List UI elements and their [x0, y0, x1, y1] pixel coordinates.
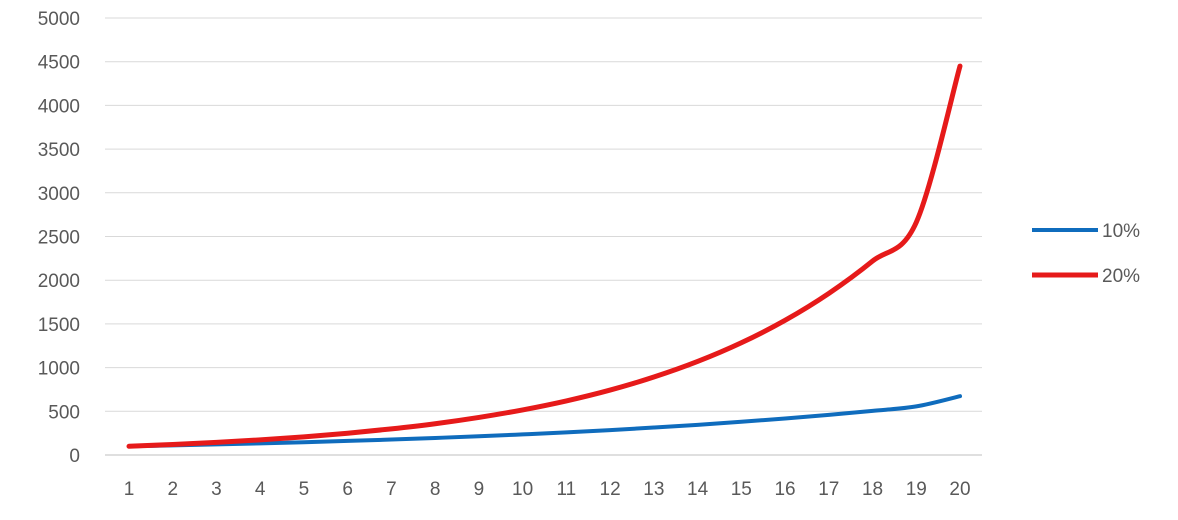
x-tick-label: 10 — [512, 479, 533, 500]
y-tick-label: 0 — [69, 446, 80, 467]
x-tick-label: 11 — [557, 479, 577, 500]
y-tick-label: 4000 — [38, 96, 80, 117]
x-tick-label: 18 — [862, 479, 883, 500]
series-line-10pct — [127, 394, 962, 449]
y-tick-label: 1500 — [38, 315, 80, 336]
y-tick-label: 2000 — [38, 271, 80, 292]
y-tick-label: 3500 — [38, 140, 80, 161]
x-tick-label: 17 — [818, 479, 839, 500]
series-line-20pct — [126, 63, 963, 449]
x-tick-label: 4 — [255, 479, 266, 500]
y-tick-label: 4500 — [38, 53, 80, 74]
x-tick-label: 16 — [774, 479, 795, 500]
x-tick-label: 12 — [600, 479, 621, 500]
x-tick-label: 1 — [124, 479, 135, 500]
y-tick-label: 500 — [48, 402, 80, 423]
y-axis-tick-labels: 0 500 1000 1500 2000 2500 3000 3500 4000 4500 5000 — [38, 9, 80, 467]
x-tick-label: 13 — [643, 479, 664, 500]
y-tick-label: 5000 — [38, 9, 80, 30]
x-tick-label: 7 — [386, 479, 397, 500]
x-axis-tick-labels: 1 2 3 4 5 6 7 8 9 10 11 12 13 14 15 16 17 18 19 20 — [124, 479, 971, 500]
x-tick-label: 3 — [211, 479, 222, 500]
gridlines — [105, 17, 982, 456]
legend: 10% 20% — [1032, 221, 1140, 287]
x-tick-label: 8 — [430, 479, 441, 500]
y-tick-label: 2500 — [38, 228, 80, 249]
legend-label: 20% — [1102, 266, 1140, 287]
series-lines — [126, 63, 963, 449]
legend-label: 10% — [1102, 221, 1140, 242]
y-tick-label: 3000 — [38, 184, 80, 205]
x-tick-label: 2 — [167, 479, 178, 500]
y-tick-label: 1000 — [38, 359, 80, 380]
x-tick-label: 6 — [342, 479, 353, 500]
x-tick-label: 9 — [474, 479, 485, 500]
x-tick-label: 15 — [731, 479, 752, 500]
x-tick-label: 20 — [949, 479, 970, 500]
x-tick-label: 5 — [299, 479, 310, 500]
x-tick-label: 14 — [687, 479, 709, 500]
x-tick-label: 19 — [906, 479, 927, 500]
